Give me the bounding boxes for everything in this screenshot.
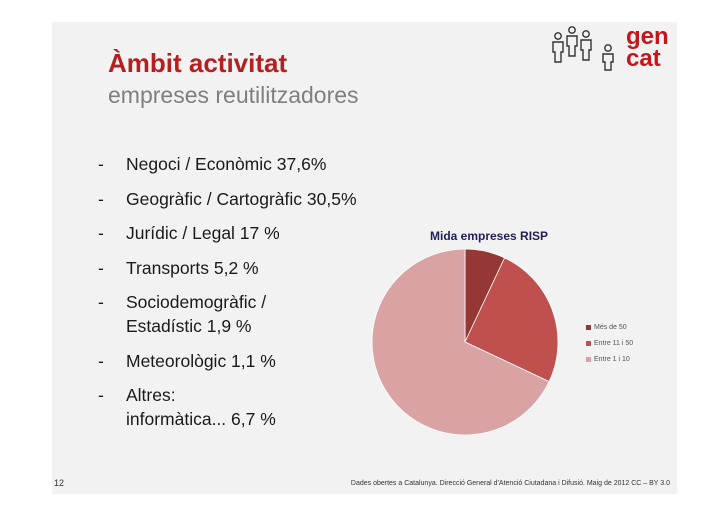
gencat-logo: gen cat [626,23,674,72]
bullet-dash: - [98,292,104,312]
bullet-list: - Negoci / Econòmic 37,6% - Geogràfic / Car… [98,152,418,442]
bullet-text: Geogràfic / Cartogràfic 30,5% [126,188,357,209]
legend-label: Entre 11 i 50 [594,340,634,347]
bullet-item: - Transports 5,2 % [98,256,418,280]
bullet-text: Sociodemogràfic / [126,292,267,312]
chart-legend: Més de 50 Entre 11 i 50 Entre 1 i 10 [586,320,633,368]
bullet-item: - Altres: informàtica... 6,7 % [98,383,418,431]
people-icon [550,22,626,72]
chart-title: Mida empreses RISP [430,229,549,243]
bullet-text: Meteorològic 1,1 % [126,350,276,371]
logo-line-1: gen [626,23,669,50]
bullet-item: - Jurídic / Legal 17 % [98,221,418,245]
legend-item: Més de 50 [586,320,633,335]
legend-label: Més de 50 [594,324,627,331]
bullet-dash: - [98,188,104,209]
bullet-item: - Meteorològic 1,1 % [98,349,418,373]
bullet-text: Negoci / Econòmic 37,6% [126,154,327,174]
page-number: 12 [54,478,65,488]
pie-slice [464,257,559,383]
legend-swatch [586,325,591,330]
legend-swatch [586,341,591,346]
bullet-text: informàtica... 6,7 % [126,409,276,429]
logo-line-2: cat [626,45,661,72]
bullet-item: - Geogràfic / Cartogràfic 30,5% [98,187,418,211]
pie-slice [371,248,550,436]
legend-swatch [586,357,591,362]
bullet-item: - Sociodemogràfic / Estadístic 1,9 % [98,290,418,338]
slide-background [52,22,677,494]
bullet-dash: - [98,154,104,174]
bullet-text: Transports 5,2 % [126,257,259,278]
legend-label: Entre 1 i 10 [594,356,630,363]
legend-item: Entre 11 i 50 [586,336,633,351]
bullet-dash: - [98,350,104,371]
legend-item: Entre 1 i 10 [586,352,633,367]
bullet-dash: - [98,223,104,243]
bullet-text: Estadístic 1,9 % [126,316,252,336]
bullet-text: Altres: [126,385,176,405]
bullet-text: Jurídic / Legal 17 % [126,223,280,243]
bullet-dash: - [98,257,104,278]
bullet-dash: - [98,385,104,405]
slide-subtitle: empreses reutilitzadores [108,82,359,108]
bullet-item: - Negoci / Econòmic 37,6% [98,152,418,176]
slide-title: Àmbit activitat [108,48,288,78]
pie-chart [360,222,660,462]
footer-credit: Dades obertes a Catalunya. Direcció Gene… [350,480,670,487]
